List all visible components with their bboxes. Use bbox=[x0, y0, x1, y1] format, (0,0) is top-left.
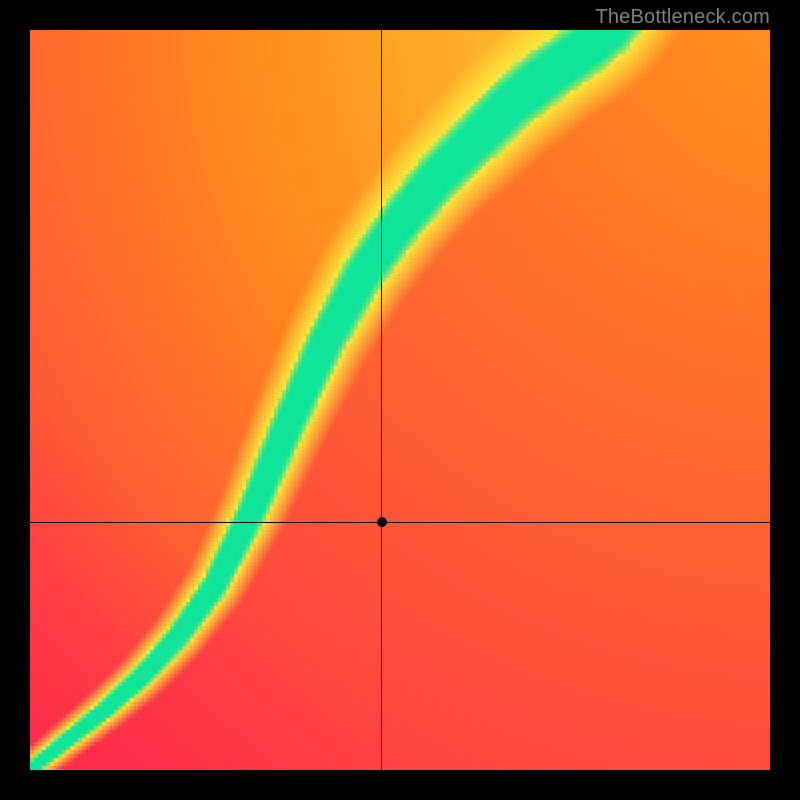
chart-frame: TheBottleneck.com bbox=[0, 0, 800, 800]
attribution-text: TheBottleneck.com bbox=[595, 6, 770, 29]
plot-area bbox=[30, 30, 770, 770]
crosshair-dot bbox=[377, 517, 387, 527]
heatmap-canvas bbox=[30, 30, 770, 770]
crosshair-horizontal bbox=[30, 522, 770, 523]
crosshair-vertical bbox=[381, 30, 382, 770]
